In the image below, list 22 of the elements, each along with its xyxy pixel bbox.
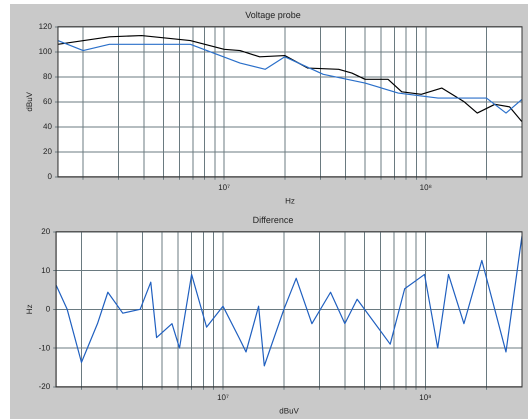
- x-axis-title: Hz: [285, 196, 295, 206]
- x-tick-label: 10⁸: [419, 392, 432, 402]
- x-axis-title: dBuV: [279, 406, 300, 416]
- y-tick-label: 120: [38, 22, 52, 32]
- y-axis-title: Hz: [25, 304, 34, 314]
- y-tick-label: 20: [43, 147, 52, 156]
- y-tick-label: 40: [43, 122, 52, 132]
- x-tick-label: 10⁷: [218, 182, 230, 192]
- x-tick-label: 10⁷: [217, 392, 229, 402]
- chart-title: Difference: [252, 214, 294, 225]
- y-tick-label: 100: [38, 47, 52, 56]
- x-tick-label: 10⁸: [420, 182, 432, 192]
- y-tick-label: 20: [41, 227, 51, 236]
- y-axis-title: dBuV: [25, 91, 34, 112]
- y-tick-label: 80: [43, 72, 52, 82]
- y-tick-label: -10: [38, 343, 51, 352]
- y-tick-label: 0: [46, 304, 51, 314]
- y-tick-label: -20: [38, 382, 51, 392]
- y-tick-label: 10: [41, 266, 51, 275]
- y-tick-label: 0: [47, 172, 52, 182]
- chart-title: Voltage probe: [245, 10, 301, 20]
- y-tick-label: 60: [43, 97, 52, 106]
